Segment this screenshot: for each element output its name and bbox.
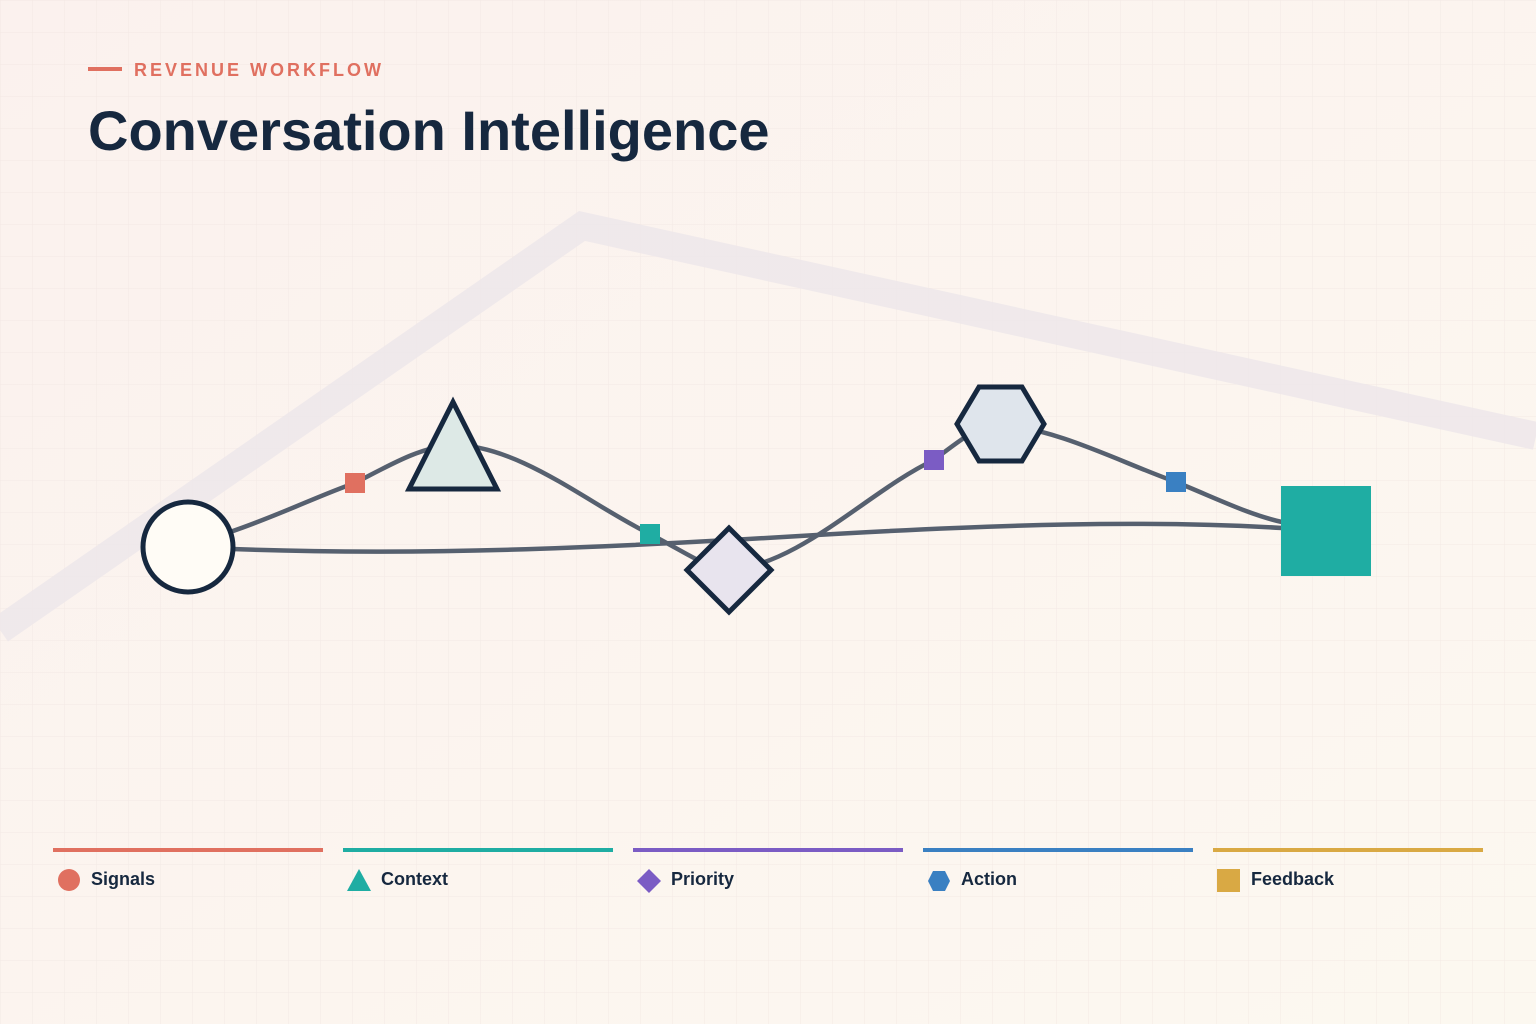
legend-icon bbox=[637, 869, 661, 893]
return-path bbox=[231, 521, 1283, 554]
action-node bbox=[954, 384, 1047, 464]
feedback-node bbox=[1281, 486, 1371, 576]
marker bbox=[924, 450, 944, 470]
legend-label: Context bbox=[381, 869, 448, 889]
legend-label: Action bbox=[961, 869, 1017, 889]
marker bbox=[345, 473, 365, 493]
priority-node bbox=[683, 524, 775, 616]
eyebrow: REVENUE WORKFLOW bbox=[134, 60, 384, 80]
legend-icon bbox=[58, 869, 80, 891]
context-node bbox=[404, 396, 502, 492]
legend-label: Signals bbox=[91, 869, 155, 889]
legend-label: Feedback bbox=[1251, 869, 1335, 889]
title: Conversation Intelligence bbox=[88, 99, 770, 162]
legend-icon bbox=[1217, 869, 1240, 892]
background-band bbox=[0, 211, 1536, 642]
marker bbox=[1166, 472, 1186, 492]
legend-icon bbox=[928, 871, 950, 891]
marker bbox=[640, 524, 660, 544]
signals-node bbox=[140, 499, 236, 595]
legend-icon bbox=[347, 869, 371, 891]
legend-label: Priority bbox=[671, 869, 734, 889]
